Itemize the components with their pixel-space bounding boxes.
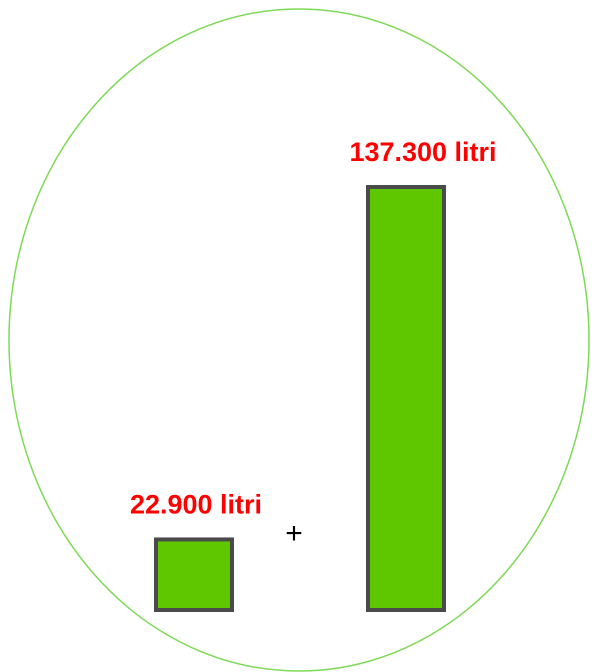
plus-sign: + [285,517,303,550]
bar [366,185,446,612]
value-label: 137.300 litri [349,137,496,167]
bar [154,537,234,613]
value-label: 22.900 litri [130,490,262,520]
outline-ellipse [8,8,590,672]
